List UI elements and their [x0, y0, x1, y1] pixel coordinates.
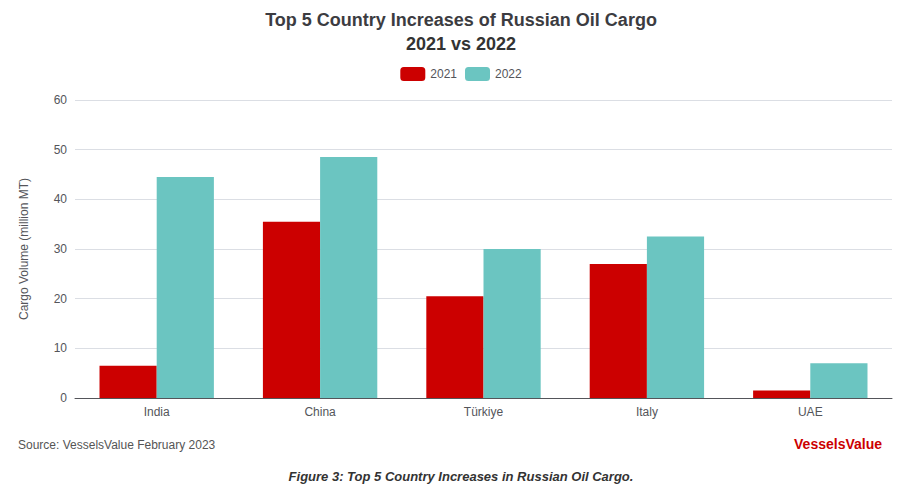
svg-text:50: 50: [54, 143, 68, 157]
svg-text:China: China: [304, 405, 336, 419]
svg-text:2022: 2022: [495, 67, 522, 81]
svg-text:0: 0: [60, 391, 67, 405]
svg-text:2021 vs 2022: 2021 vs 2022: [406, 34, 516, 54]
svg-text:India: India: [144, 405, 170, 419]
svg-text:40: 40: [54, 192, 68, 206]
svg-text:VesselsValue: VesselsValue: [794, 436, 882, 452]
svg-text:UAE: UAE: [798, 405, 823, 419]
svg-text:60: 60: [54, 93, 68, 107]
svg-text:30: 30: [54, 242, 68, 256]
svg-text:Italy: Italy: [636, 405, 658, 419]
svg-text:10: 10: [54, 341, 68, 355]
svg-text:2021: 2021: [430, 67, 457, 81]
svg-text:Source: VesselsValue February: Source: VesselsValue February 2023: [18, 438, 216, 452]
svg-text:20: 20: [54, 292, 68, 306]
svg-text:Top 5 Country Increases of Rus: Top 5 Country Increases of Russian Oil C…: [265, 10, 657, 30]
svg-text:Türkiye: Türkiye: [464, 405, 504, 419]
svg-text:Figure 3: Top 5 Country Increa: Figure 3: Top 5 Country Increases in Rus…: [289, 469, 634, 484]
svg-text:Cargo Volume (million MT): Cargo Volume (million MT): [17, 178, 31, 320]
